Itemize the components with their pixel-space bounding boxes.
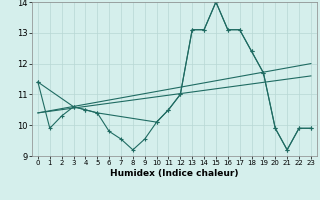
X-axis label: Humidex (Indice chaleur): Humidex (Indice chaleur) bbox=[110, 169, 239, 178]
